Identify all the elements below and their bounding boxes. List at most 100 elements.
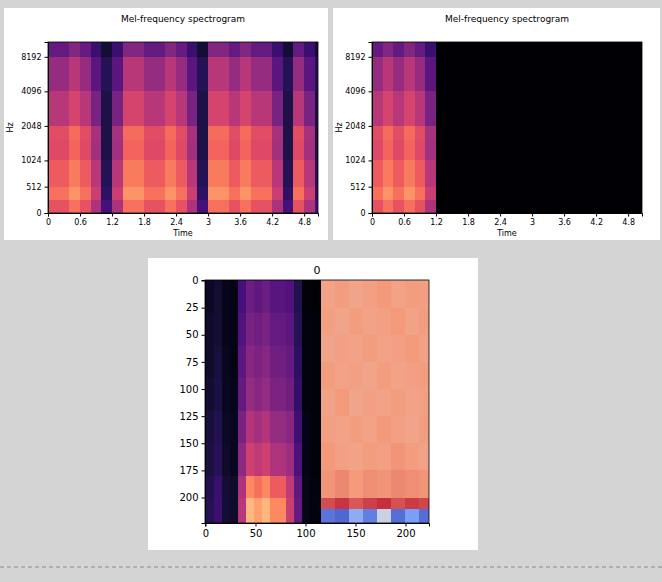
heatmap-cell	[436, 91, 447, 126]
heatmap-cell	[479, 42, 490, 57]
heatmap-cell	[144, 187, 155, 200]
heatmap-cell	[315, 57, 318, 92]
heatmap-cell	[419, 280, 430, 308]
heatmap-cell	[101, 160, 112, 186]
heatmap-cell	[543, 140, 554, 160]
plot-frame	[48, 42, 318, 213]
heatmap-cell	[393, 126, 404, 140]
heatmap-cell	[302, 346, 310, 379]
heatmap-cell	[230, 346, 238, 379]
x-tick-mark	[306, 523, 307, 527]
heatmap-cell	[585, 160, 596, 186]
x-tick-label: 1.8	[138, 218, 151, 227]
heatmap-cell	[246, 378, 254, 411]
heatmap-cell	[229, 42, 240, 57]
chart-svg: 00.61.21.82.433.64.24.805121024204840968…	[0, 0, 662, 582]
x-tick-mark	[468, 213, 469, 217]
panel-background	[4, 8, 328, 240]
heatmap-cell	[222, 411, 230, 444]
heatmap-cell	[283, 187, 294, 200]
heatmap-cell	[639, 42, 642, 57]
heatmap-cell	[315, 160, 318, 186]
x-tick-label: 1.2	[430, 218, 443, 227]
heatmap-cell	[372, 160, 383, 186]
heatmap-cell	[468, 57, 479, 92]
x-tick: 0	[46, 213, 51, 227]
heatmap-cell	[500, 91, 511, 126]
heatmap-cell	[197, 187, 208, 200]
y-axis-line	[45, 43, 49, 214]
heatmap-cell	[187, 140, 198, 160]
heatmap-cell	[391, 389, 405, 416]
heatmap-cell	[575, 91, 586, 126]
y-tick: 4096	[345, 87, 372, 96]
heatmap-cell	[315, 42, 318, 57]
heatmap-cell	[511, 57, 522, 92]
heatmap-cell	[197, 200, 208, 213]
heatmap-cell	[628, 57, 639, 92]
x-tick-mark	[208, 213, 209, 217]
x-tick: 0	[203, 523, 209, 539]
heatmap-cell	[639, 91, 642, 126]
y-tick-mark	[202, 389, 206, 390]
heatmap-cell	[479, 200, 490, 213]
y-axis-line	[202, 281, 206, 524]
heatmap-cell	[617, 160, 628, 186]
heatmap-cell	[596, 140, 607, 160]
heatmap-cell	[219, 42, 230, 57]
heatmap-cell	[278, 411, 286, 444]
heatmap-cell	[112, 140, 123, 160]
heatmap-cell	[176, 126, 187, 140]
heatmap-cell	[262, 313, 270, 346]
y-tick: 25	[186, 302, 205, 313]
heatmap-cell	[123, 200, 134, 213]
heatmap-cell	[543, 126, 554, 140]
heatmap-cell	[123, 57, 134, 92]
heatmap-cell	[405, 308, 419, 335]
heatmap-cell	[511, 126, 522, 140]
heatmap-cell	[349, 335, 363, 362]
heatmap-cell	[222, 498, 230, 523]
heatmap-cell	[596, 160, 607, 186]
heatmap-cell	[521, 200, 532, 213]
heatmap-cell	[575, 126, 586, 140]
heatmap-cell	[404, 200, 415, 213]
heatmap-cell	[302, 280, 310, 313]
heatmap-cell	[286, 476, 294, 498]
heatmap-cell	[321, 335, 335, 362]
heatmap-cell	[165, 140, 176, 160]
heatmap-cell	[310, 443, 321, 476]
heatmap-cell	[304, 91, 315, 126]
heatmap-cell	[468, 91, 479, 126]
heatmap-cell	[564, 140, 575, 160]
chart-title: Mel-frequency spectrogram	[121, 14, 245, 24]
heatmap-cell	[91, 126, 102, 140]
heatmap-cell	[628, 42, 639, 57]
heatmap-cell	[229, 57, 240, 92]
heatmap-cell	[349, 443, 363, 470]
heatmap-cell	[69, 200, 80, 213]
heatmap-cell	[80, 200, 91, 213]
heatmap-cell	[447, 57, 458, 92]
heatmap-cell	[304, 160, 315, 186]
heatmap-cell	[543, 57, 554, 92]
heatmap-cell	[419, 498, 430, 510]
x-tick-label: 1.2	[106, 218, 119, 227]
x-tick: 3.6	[234, 213, 247, 227]
heatmap-cell	[286, 313, 294, 346]
heatmap-cell	[447, 42, 458, 57]
heatmap-cell	[304, 42, 315, 57]
heatmap-cell	[391, 335, 405, 362]
heatmap-cell	[165, 57, 176, 92]
heatmap-cell	[596, 42, 607, 57]
heatmap-cell	[112, 57, 123, 92]
heatmap-cell	[447, 91, 458, 126]
heatmap-cell	[48, 160, 59, 186]
heatmap-cell	[214, 280, 222, 313]
heatmap-cell	[447, 160, 458, 186]
heatmap-cell	[48, 200, 59, 213]
heatmap-cell	[415, 140, 426, 160]
heatmap-cell	[48, 57, 59, 92]
heatmap-cell	[457, 126, 468, 140]
heatmap-cell	[294, 498, 302, 523]
